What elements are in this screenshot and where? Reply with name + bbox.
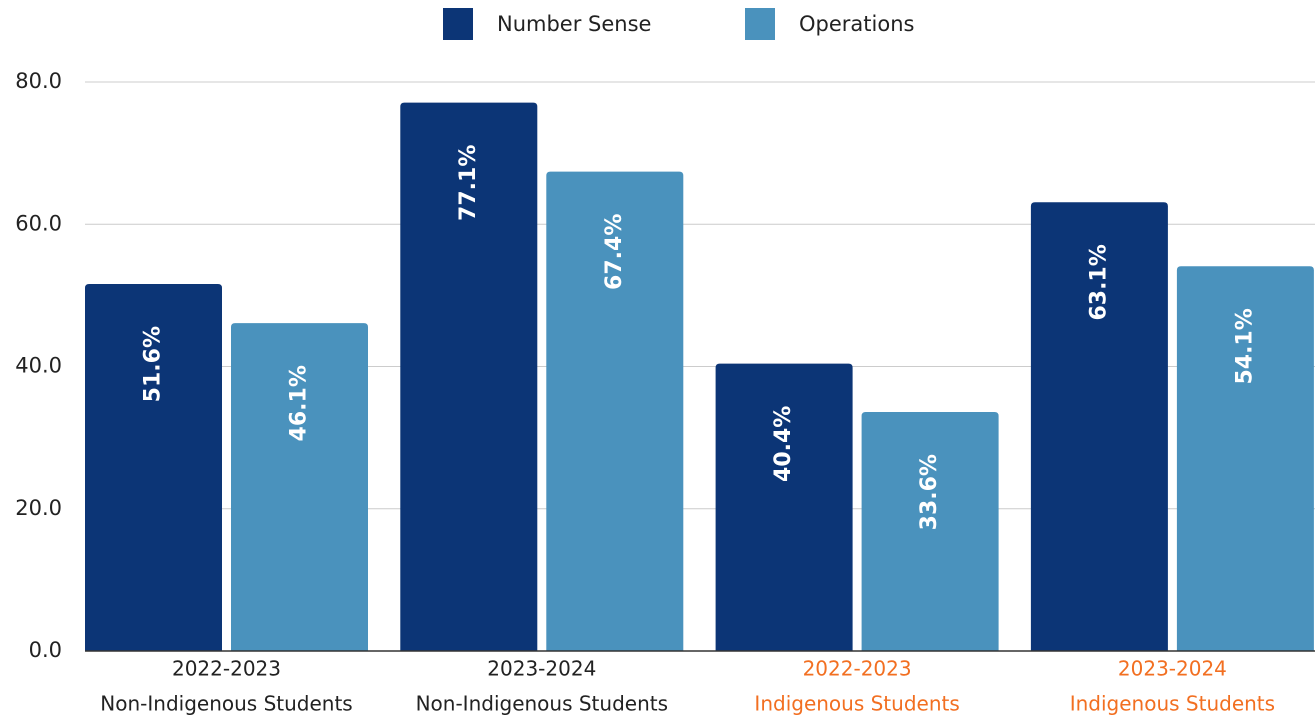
bar xyxy=(231,323,368,651)
legend-swatch xyxy=(443,8,473,40)
x-tick-label: Indigenous Students xyxy=(754,692,959,716)
x-tick-label: 2022-2023 xyxy=(803,657,912,681)
y-tick-label: 60.0 xyxy=(15,211,62,235)
y-tick-label: 0.0 xyxy=(29,638,62,662)
y-tick-label: 80.0 xyxy=(15,69,62,93)
legend-swatch xyxy=(745,8,775,40)
bar xyxy=(400,102,538,652)
x-tick-label: Non-Indigenous Students xyxy=(416,692,668,716)
value-label: 63.1% xyxy=(1086,244,1111,320)
x-tick-label: 2022-2023 xyxy=(172,657,281,681)
legend-label: Number Sense xyxy=(497,12,651,36)
x-tick-label: Indigenous Students xyxy=(1070,692,1275,716)
bar xyxy=(546,171,684,651)
bar xyxy=(1176,266,1314,651)
y-tick-label: 20.0 xyxy=(15,496,62,520)
x-tick-label: 2023-2024 xyxy=(487,657,596,681)
bar xyxy=(861,412,999,651)
bar xyxy=(1030,202,1168,652)
value-label: 33.6% xyxy=(917,454,942,530)
value-label: 51.6% xyxy=(141,326,166,402)
y-tick-label: 40.0 xyxy=(15,354,62,378)
x-tick-label: 2023-2024 xyxy=(1118,657,1227,681)
bar xyxy=(715,363,853,651)
bar xyxy=(85,283,222,651)
x-tick-label: Non-Indigenous Students xyxy=(100,692,352,716)
value-label: 67.4% xyxy=(602,214,627,290)
value-label: 54.1% xyxy=(1232,308,1257,384)
legend-label: Operations xyxy=(799,12,914,36)
value-label: 46.1% xyxy=(287,365,312,441)
value-label: 40.4% xyxy=(771,406,796,482)
value-label: 77.1% xyxy=(456,145,481,221)
